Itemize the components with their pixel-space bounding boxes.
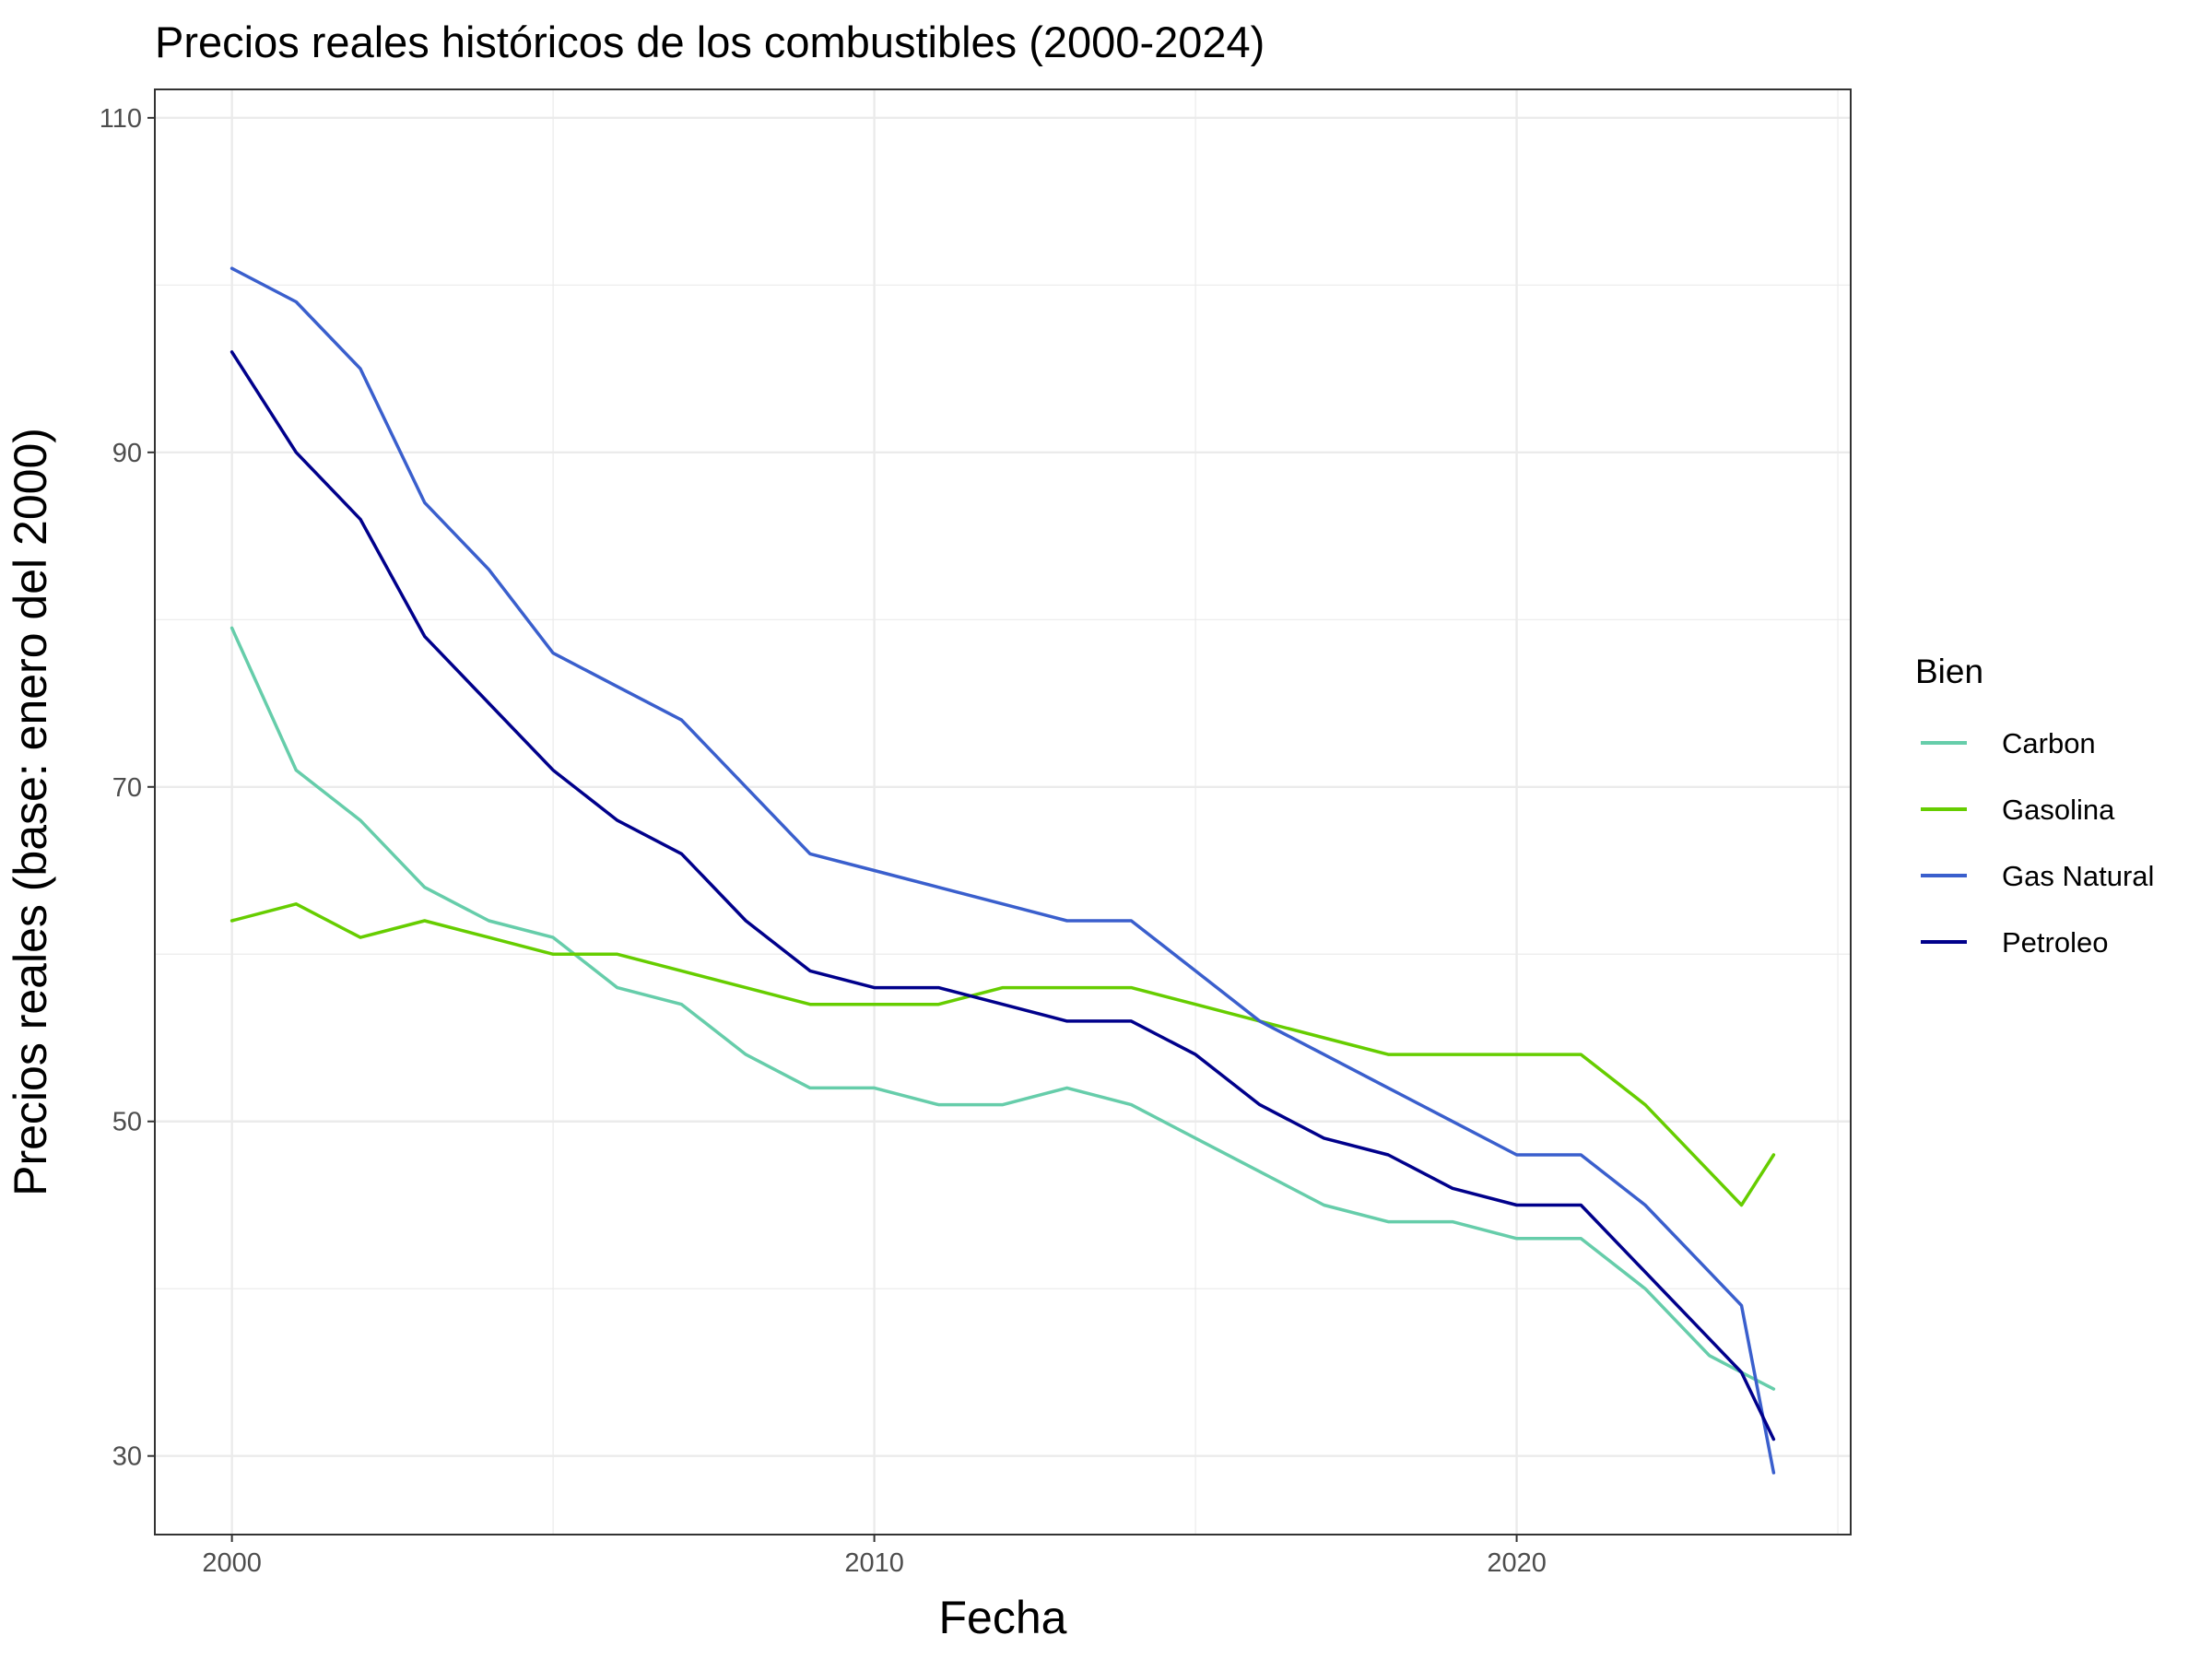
legend-label-gasolina: Gasolina [2002,794,2115,826]
series-line-carbon [229,626,1776,1391]
y-tick-label: 90 [112,439,142,468]
x-tick-label: 2010 [844,1548,904,1578]
y-tick-label: 70 [112,773,142,803]
legend-label-gas-natural: Gas Natural [2002,860,2154,892]
y-axis-title: Precios reales (base: enero del 2000) [5,428,56,1196]
chart-title: Precios reales históricos de los combust… [155,18,1265,66]
plot-panel-border [154,88,1852,1535]
grid-major [155,89,1851,1535]
legend-label-petroleo: Petroleo [2002,926,2108,959]
legend: Bien Carbon Gasolina Gas Natural Petroleo [1915,653,2154,959]
y-tick-label: 50 [112,1108,142,1137]
grid-minor [155,89,1851,1535]
x-tick-label: 2020 [1487,1548,1547,1578]
legend-label-carbon: Carbon [2002,727,2096,759]
series-layer [229,266,1776,1475]
x-tick-label: 2000 [202,1548,262,1578]
y-tick-label: 110 [100,104,142,134]
x-axis-title: Fecha [939,1592,1067,1643]
y-tick-label: 30 [112,1442,142,1472]
series-line-petroleo [229,350,1776,1441]
series-line-gas-natural [229,266,1776,1475]
x-axis: 2000 2010 2020 [202,1535,1547,1578]
series-line-gasolina [229,902,1776,1207]
legend-title: Bien [1915,653,1983,690]
y-axis: 30 50 70 90 110 [100,104,155,1472]
